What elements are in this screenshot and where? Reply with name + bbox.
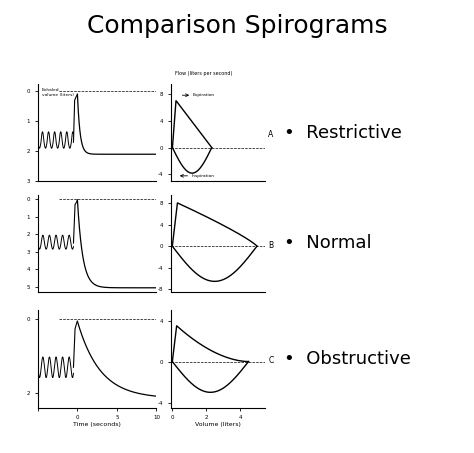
Text: A: A [268, 130, 273, 139]
X-axis label: Time (seconds): Time (seconds) [73, 422, 121, 427]
Text: C: C [268, 357, 273, 366]
Text: B: B [268, 241, 273, 250]
Text: •  Normal: • Normal [284, 235, 372, 252]
Text: •  Restrictive: • Restrictive [284, 124, 402, 141]
Text: Flow (liters per second): Flow (liters per second) [175, 71, 233, 76]
Text: Expiration: Expiration [193, 93, 215, 97]
Text: Comparison Spirograms: Comparison Spirograms [87, 14, 387, 38]
Text: •  Obstructive: • Obstructive [284, 350, 411, 368]
Text: Inspiration: Inspiration [191, 174, 214, 178]
X-axis label: Volume (liters): Volume (liters) [195, 422, 241, 427]
Text: Exhaled
volume (liters): Exhaled volume (liters) [42, 88, 74, 97]
